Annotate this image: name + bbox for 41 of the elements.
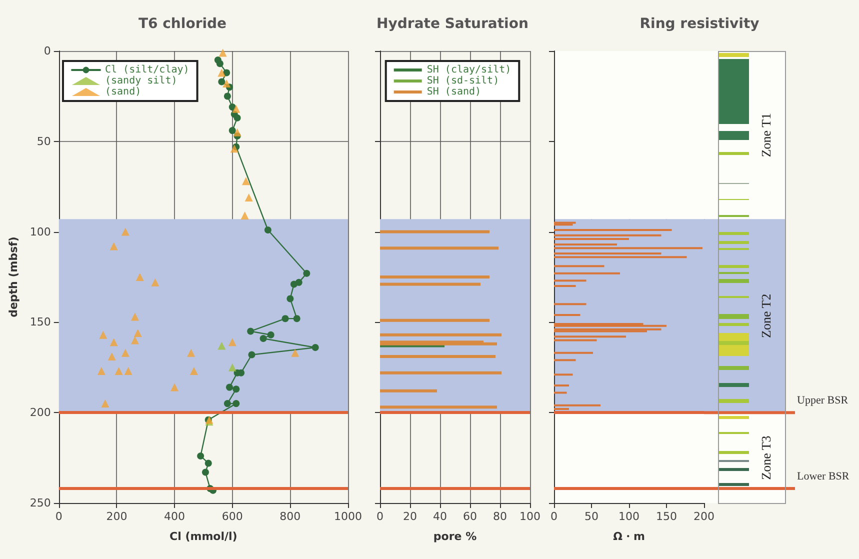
ref-line-label: Upper BSR — [797, 394, 849, 407]
legend-label: SH (clay/silt) — [426, 64, 512, 76]
y-tick-label: 150 — [30, 316, 51, 329]
x-tick-label: 400 — [164, 510, 186, 523]
x-axis-title: Ω・m — [613, 530, 645, 543]
x-tick-label: 80 — [493, 510, 507, 523]
y-tick-label: 250 — [30, 496, 51, 510]
band-label: Zone T3 — [758, 436, 774, 480]
x-tick-label: 50 — [584, 510, 598, 523]
x-tick-label: 200 — [694, 510, 714, 523]
y-tick-label: 0 — [44, 44, 51, 58]
ref-line-label: Lower BSR — [797, 470, 850, 483]
y-tick-label: 100 — [30, 225, 51, 238]
y-tick-label: 50 — [36, 134, 51, 148]
y-tick-label: 200 — [30, 406, 51, 420]
y-axis-title: depth (mbsf) — [7, 236, 20, 318]
x-tick-label: 100 — [520, 510, 540, 523]
x-tick-label: 150 — [656, 510, 677, 523]
x-tick-label: 100 — [618, 510, 640, 523]
legend-label: (sand) — [105, 86, 142, 98]
x-tick-label: 1000 — [334, 510, 362, 523]
x-tick-label: 0 — [550, 510, 558, 523]
x-tick-label: 20 — [403, 510, 417, 523]
x-tick-label: 200 — [106, 510, 128, 523]
chart-title: T6 chloride — [138, 16, 227, 32]
band-label: Zone T1 — [758, 112, 774, 158]
x-tick-label: 800 — [280, 510, 301, 523]
legend-label: SH (sd-silt) — [426, 76, 500, 86]
x-tick-label: 60 — [463, 510, 477, 523]
x-tick-label: 0 — [55, 510, 62, 523]
chart-title: Hydrate Saturation — [376, 16, 528, 32]
legend-label: (sandy silt) — [105, 76, 178, 86]
legend-label: SH (sand) — [426, 86, 482, 98]
chart-title: Ring resistivity — [640, 16, 760, 32]
x-axis-title: pore % — [433, 530, 477, 543]
band-label: Zone T2 — [758, 294, 774, 338]
legend-label: Cl (silt/clay) — [105, 64, 190, 76]
x-tick-label: 0 — [376, 510, 384, 523]
x-tick-label: 600 — [222, 510, 243, 523]
x-tick-label: 40 — [433, 510, 447, 523]
x-axis-title: Cl (mmol/l) — [170, 530, 238, 543]
